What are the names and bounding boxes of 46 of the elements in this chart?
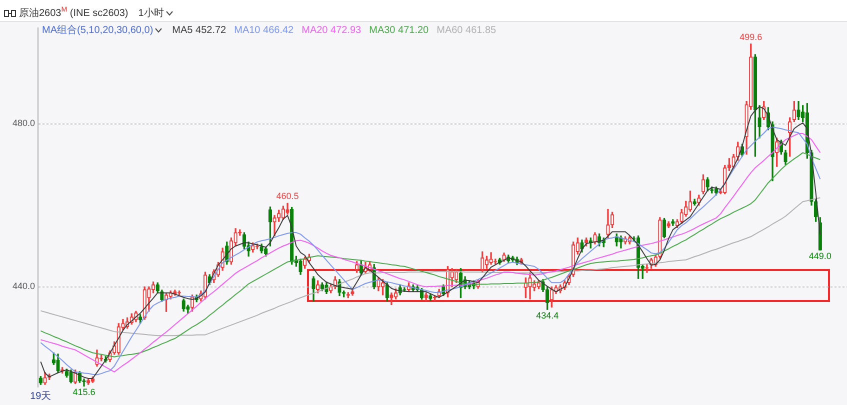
candlestick: [260, 244, 264, 254]
candlestick: [753, 54, 758, 157]
chart-subtitle: 1小时: [138, 8, 164, 20]
candlestick: [56, 354, 60, 373]
candlestick: [675, 219, 680, 228]
text: MA20 472.93: [302, 25, 362, 36]
candlestick: [593, 232, 597, 244]
candlestick: [390, 292, 394, 306]
y-tick-label: 480.0: [12, 118, 35, 128]
candlestick: [86, 378, 90, 385]
text: MA60 461.85: [436, 25, 496, 36]
annotation: 434.4: [536, 310, 559, 321]
candlestick: [606, 209, 610, 238]
candlestick: [286, 202, 290, 215]
candlestick: [38, 376, 43, 385]
candlestick: [64, 368, 68, 378]
text: MA10 466.42: [234, 25, 294, 36]
candlestick: [303, 256, 307, 269]
candlestick: [138, 314, 142, 324]
candlestick: [428, 294, 432, 301]
candlestick: [272, 215, 276, 236]
annotation: 415.6: [72, 387, 96, 398]
y-tick-label: 440.0: [12, 281, 35, 292]
legend-title: MA组合(5,10,20,30,60,0): [42, 25, 154, 36]
annotation: 499.6: [740, 32, 762, 42]
candlestick: [43, 372, 47, 385]
candlestick: [792, 101, 796, 122]
candlestick: [480, 251, 484, 273]
chart-title: 原油2603$^{M}$ (INE sc2603): [19, 7, 128, 20]
candlestick: [489, 252, 493, 265]
candlestick: [584, 238, 588, 246]
legend-label: MA5 452.72: [172, 25, 226, 36]
candlestick: [502, 252, 506, 262]
annotation: 460.5: [276, 191, 299, 202]
annotation: 449.0: [808, 251, 832, 262]
candlestick: [658, 217, 662, 259]
candlestick: [706, 177, 710, 192]
candlestick: [662, 218, 666, 238]
x-tick-label: 19天: [30, 390, 52, 402]
text: MA30 471.20: [369, 25, 429, 36]
candlestick: [424, 292, 428, 302]
candlestick: [268, 206, 272, 246]
candlestick: [298, 258, 302, 275]
candlestick: [69, 370, 73, 384]
candlestick: [99, 354, 104, 362]
candlestick: [532, 280, 536, 292]
